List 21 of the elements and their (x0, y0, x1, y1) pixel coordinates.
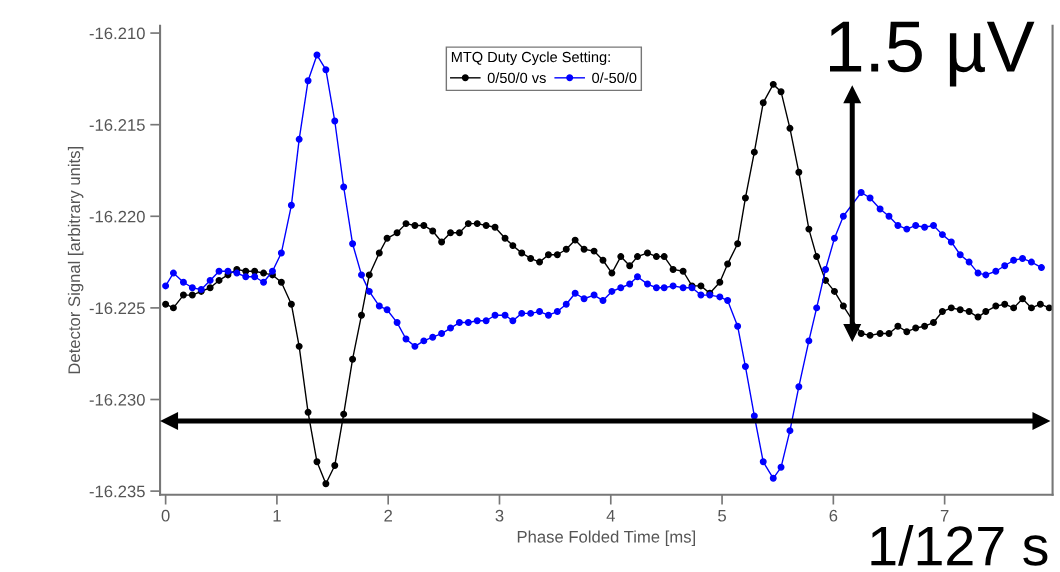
y-tick-label: -16.225 (89, 302, 145, 315)
y-tick-label: -16.235 (89, 485, 145, 498)
x-tick-label: 5 (718, 509, 726, 522)
x-tick-label: 0 (161, 509, 170, 522)
y-tick-label: -16.210 (89, 27, 145, 40)
x-tick-label: 7 (940, 509, 949, 522)
x-tick-label: 4 (606, 509, 615, 522)
y-axis-title: Detector Signal [arbitrary units] (67, 147, 84, 374)
annotation: 1.5 µV (830, 21, 1035, 87)
legend-label: 0/-50/0 (592, 72, 637, 84)
x-tick-label: 2 (384, 509, 392, 522)
text: 1/127 s (871, 524, 1048, 566)
x-tick-label: 3 (495, 509, 504, 522)
legend-title: MTQ Duty Cycle Setting: (451, 51, 610, 66)
x-tick-label: 1 (273, 509, 281, 522)
legend-label: 0/50/0 vs (487, 72, 546, 84)
y-tick-label: -16.230 (89, 393, 145, 406)
x-axis-title: Phase Folded Time [ms] (517, 530, 695, 546)
x-tick-label: 6 (829, 509, 838, 522)
y-tick-label: -16.220 (89, 210, 145, 223)
y-tick-label: -16.215 (89, 119, 145, 131)
